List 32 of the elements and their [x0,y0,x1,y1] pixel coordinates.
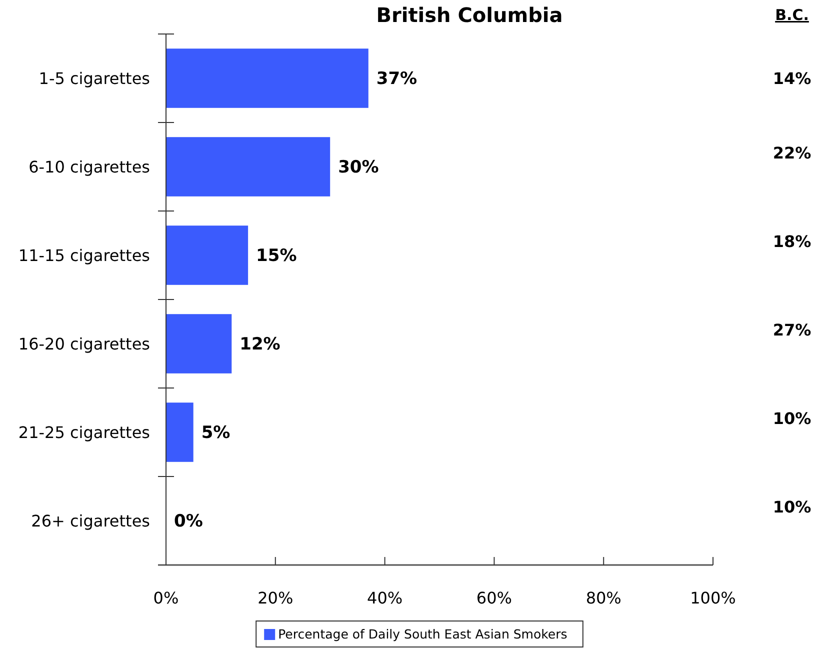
text: B.C. [775,6,809,24]
x-tick-label: 80% [586,588,622,608]
bar [166,402,194,462]
data-label: 5% [201,423,230,444]
text: 18% [772,232,812,251]
text: 14% [772,68,812,88]
chart-title: British Columbia [376,3,563,27]
bar [166,48,368,108]
text: 10% [772,497,812,516]
y-tick-label: 11-15 cigarettes [18,246,150,265]
legend-label: Percentage of Daily South East Asian Smokers [278,626,568,642]
y-tick-label: 16-20 cigarettes [18,334,150,354]
y-tick-label: 6-10 cigarettes [28,157,150,176]
text: 22% [772,143,812,162]
x-tick-label: 20% [258,588,294,608]
x-tick-label: 40% [367,588,403,608]
x-tick-label: 0% [153,588,179,608]
data-label: 15% [256,246,297,266]
bar [166,137,330,196]
bar [166,314,232,374]
y-tick-label: 1-5 cigarettes [38,68,150,88]
data-label: 0% [174,512,203,532]
data-label: 12% [240,334,280,355]
data-label: 30% [338,158,379,178]
x-tick-label: 60% [476,588,512,608]
data-label: 37% [376,69,418,90]
y-tick-label: 26+ cigarettes [31,511,150,530]
bar [166,226,248,285]
x-tick-label: 100% [690,588,736,608]
text: 10% [772,408,812,428]
y-tick-label: 21-25 cigarettes [18,422,150,442]
text: 27% [772,320,812,340]
